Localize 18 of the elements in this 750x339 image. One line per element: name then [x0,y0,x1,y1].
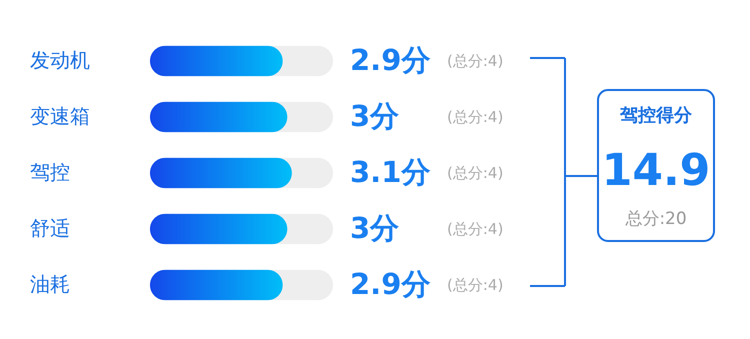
y-tick-label: 变速箱 [30,104,90,128]
y-tick-label: 驾控 [30,160,70,184]
y-tick-label: 舒适 [30,216,70,240]
text: 总分:20 [624,209,687,229]
data-label: 3分 [350,211,400,245]
text: (总分:4) [447,108,504,126]
y-tick-label: 发动机 [30,48,90,72]
data-label: 3.1分 [350,155,432,189]
y-tick-label: 油耗 [30,272,70,296]
text: (总分:4) [447,52,504,70]
text: (总分:4) [447,220,504,238]
text: (总分:4) [447,276,504,294]
text: 14.9 [602,145,710,196]
data-label: 3分 [350,99,400,133]
data-label: 2.9分 [350,267,432,301]
text: (总分:4) [447,164,504,182]
text: 驾控得分 [619,105,693,126]
data-label: 2.9分 [350,43,432,77]
